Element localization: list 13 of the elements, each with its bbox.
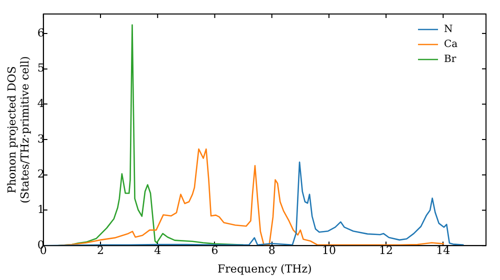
x-tick-label: 4 (154, 244, 162, 258)
x-tick-label: 12 (379, 244, 394, 258)
legend-label: Br (444, 54, 456, 66)
y-axis-title: Phonon projected DOS (States/THz·primitive cell) (5, 56, 32, 204)
x-tick-label: 10 (322, 244, 336, 258)
legend-label: N (444, 24, 453, 36)
legend-label: Ca (444, 39, 458, 50)
x-tick-label: 6 (211, 244, 218, 258)
x-axis-title: Frequency (THz) (218, 262, 312, 276)
y-tick-label: 1 (37, 203, 44, 216)
x-tick-label: 14 (436, 244, 450, 258)
x-tick-label: 8 (268, 244, 276, 258)
x-tick-label: 2 (97, 244, 104, 258)
